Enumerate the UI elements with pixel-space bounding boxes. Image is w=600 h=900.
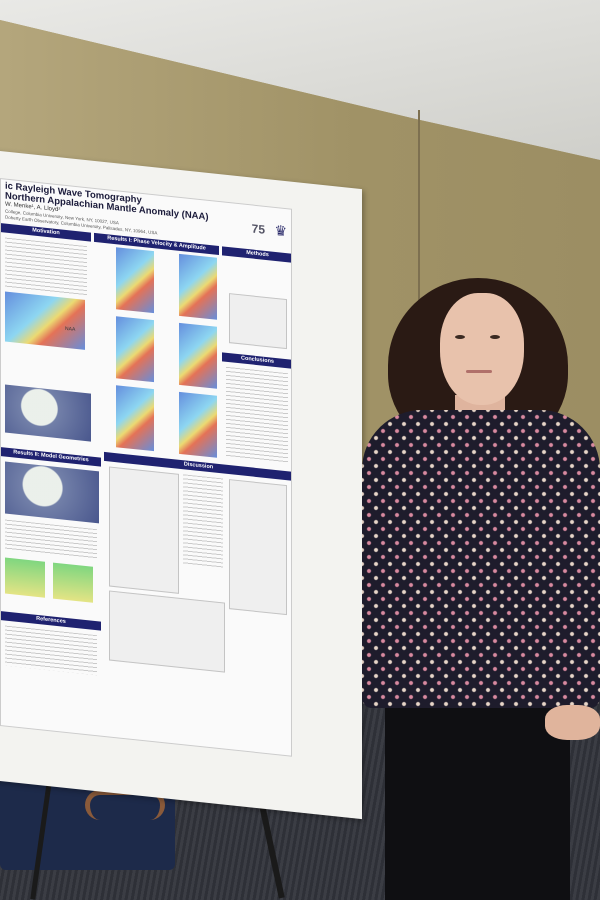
columbia-crown-logo: ♛: [274, 221, 287, 240]
methods-figure: [229, 293, 287, 350]
amplitude-map: [179, 391, 217, 458]
discussion-text: [183, 474, 223, 569]
phase-velocity-map: [116, 247, 154, 314]
person-pants: [385, 700, 570, 900]
person-eye: [490, 335, 500, 339]
references-text: [5, 625, 97, 676]
person-mouth: [466, 370, 492, 373]
globe-figure: [5, 384, 91, 442]
phase-velocity-map: [116, 316, 154, 383]
na-map-figure: [5, 291, 85, 350]
person-eye: [455, 335, 465, 339]
conclusions-text: [226, 366, 288, 464]
person-face: [440, 293, 524, 405]
scientific-poster: ic Rayleigh Wave Tomography Northern Appa…: [0, 178, 292, 757]
section-header-conclusions: Conclusions: [222, 352, 292, 369]
discussion-plots: [109, 466, 179, 594]
discussion-plots: [229, 479, 287, 616]
lamont-logo: 75: [251, 221, 265, 237]
person-hand: [545, 705, 600, 740]
waveform-plots: [109, 590, 225, 673]
results2-text: [5, 519, 97, 560]
person-floral-blouse: [362, 410, 600, 708]
amplitude-map: [179, 253, 217, 320]
phase-velocity-map: [116, 385, 154, 452]
cross-section-figure: [5, 557, 45, 598]
cross-section-figure: [53, 562, 93, 603]
motivation-text: [5, 237, 87, 297]
amplitude-map: [179, 322, 217, 389]
model-geometry-figure: [5, 461, 99, 524]
